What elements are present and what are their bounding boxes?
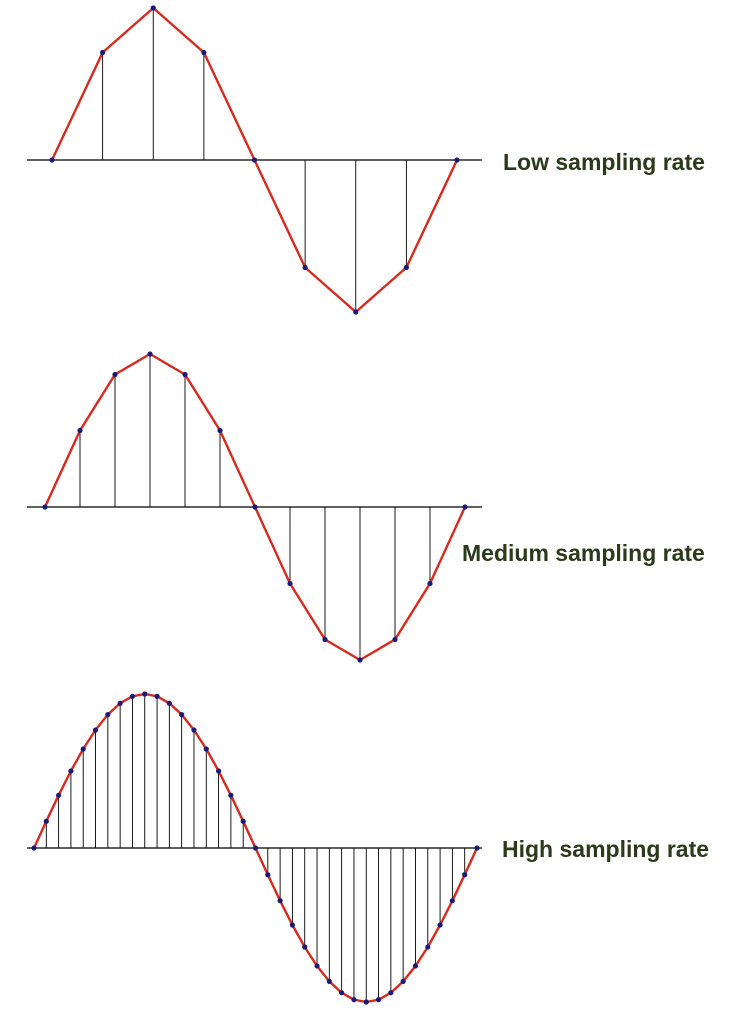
- sample-point: [252, 845, 259, 851]
- sample-point: [403, 264, 409, 271]
- sample-point: [182, 371, 188, 378]
- sample-point: [400, 978, 406, 984]
- sample-point: [289, 922, 296, 928]
- sample-point: [56, 792, 62, 798]
- sample-point: [392, 636, 398, 643]
- sample-point: [240, 818, 246, 824]
- label-high-sampling-rate: High sampling rate: [502, 836, 710, 862]
- sample-point: [351, 997, 357, 1003]
- sample-point: [353, 309, 359, 315]
- sample-point: [462, 872, 468, 878]
- sample-point: [147, 351, 153, 357]
- sample-point: [129, 693, 136, 699]
- sample-point: [462, 504, 468, 510]
- sample-point: [166, 700, 172, 706]
- sample-point: [363, 999, 369, 1005]
- sample-point: [112, 371, 118, 378]
- sample-point: [251, 157, 258, 163]
- sample-point: [43, 818, 49, 824]
- sample-point: [252, 504, 258, 510]
- sample-point: [228, 792, 234, 798]
- sample-point: [117, 700, 123, 706]
- panel-medium-sampling: [27, 351, 482, 663]
- sample-point: [201, 49, 207, 56]
- sample-point: [49, 157, 55, 163]
- sample-point: [302, 264, 308, 271]
- sample-point: [142, 691, 148, 697]
- sample-point: [427, 580, 433, 587]
- sample-point: [388, 990, 394, 996]
- label-low-sampling-rate: Low sampling rate: [503, 149, 705, 175]
- sample-point: [203, 746, 209, 752]
- sample-point: [105, 712, 111, 718]
- sample-point: [474, 845, 480, 851]
- sample-point: [150, 5, 156, 11]
- sample-point: [215, 768, 222, 774]
- sample-point: [425, 944, 431, 950]
- panel-low-sampling: [27, 5, 482, 315]
- sample-point: [357, 657, 363, 663]
- sample-point: [92, 727, 99, 733]
- sample-point: [179, 712, 185, 718]
- sample-point: [314, 963, 320, 969]
- sample-point: [277, 898, 283, 904]
- sample-point: [31, 845, 37, 851]
- sample-point: [437, 922, 443, 928]
- sample-point: [265, 872, 271, 878]
- sample-point: [191, 727, 197, 733]
- sample-point: [302, 944, 308, 950]
- sample-point: [287, 580, 293, 587]
- panel-high-sampling: [27, 691, 482, 1005]
- sample-point: [412, 963, 419, 969]
- sample-point: [100, 49, 106, 56]
- sample-point: [449, 898, 455, 904]
- sample-point: [322, 636, 328, 643]
- sample-point: [375, 997, 382, 1003]
- sample-point: [454, 157, 460, 163]
- label-medium-sampling-rate: Medium sampling rate: [462, 540, 705, 566]
- sample-point: [42, 504, 48, 510]
- sample-point: [68, 768, 74, 774]
- sample-point: [154, 693, 160, 699]
- sample-point: [217, 427, 223, 434]
- sample-point: [339, 990, 345, 996]
- sample-point: [80, 746, 86, 752]
- sample-point: [326, 978, 332, 984]
- sample-point: [77, 427, 83, 434]
